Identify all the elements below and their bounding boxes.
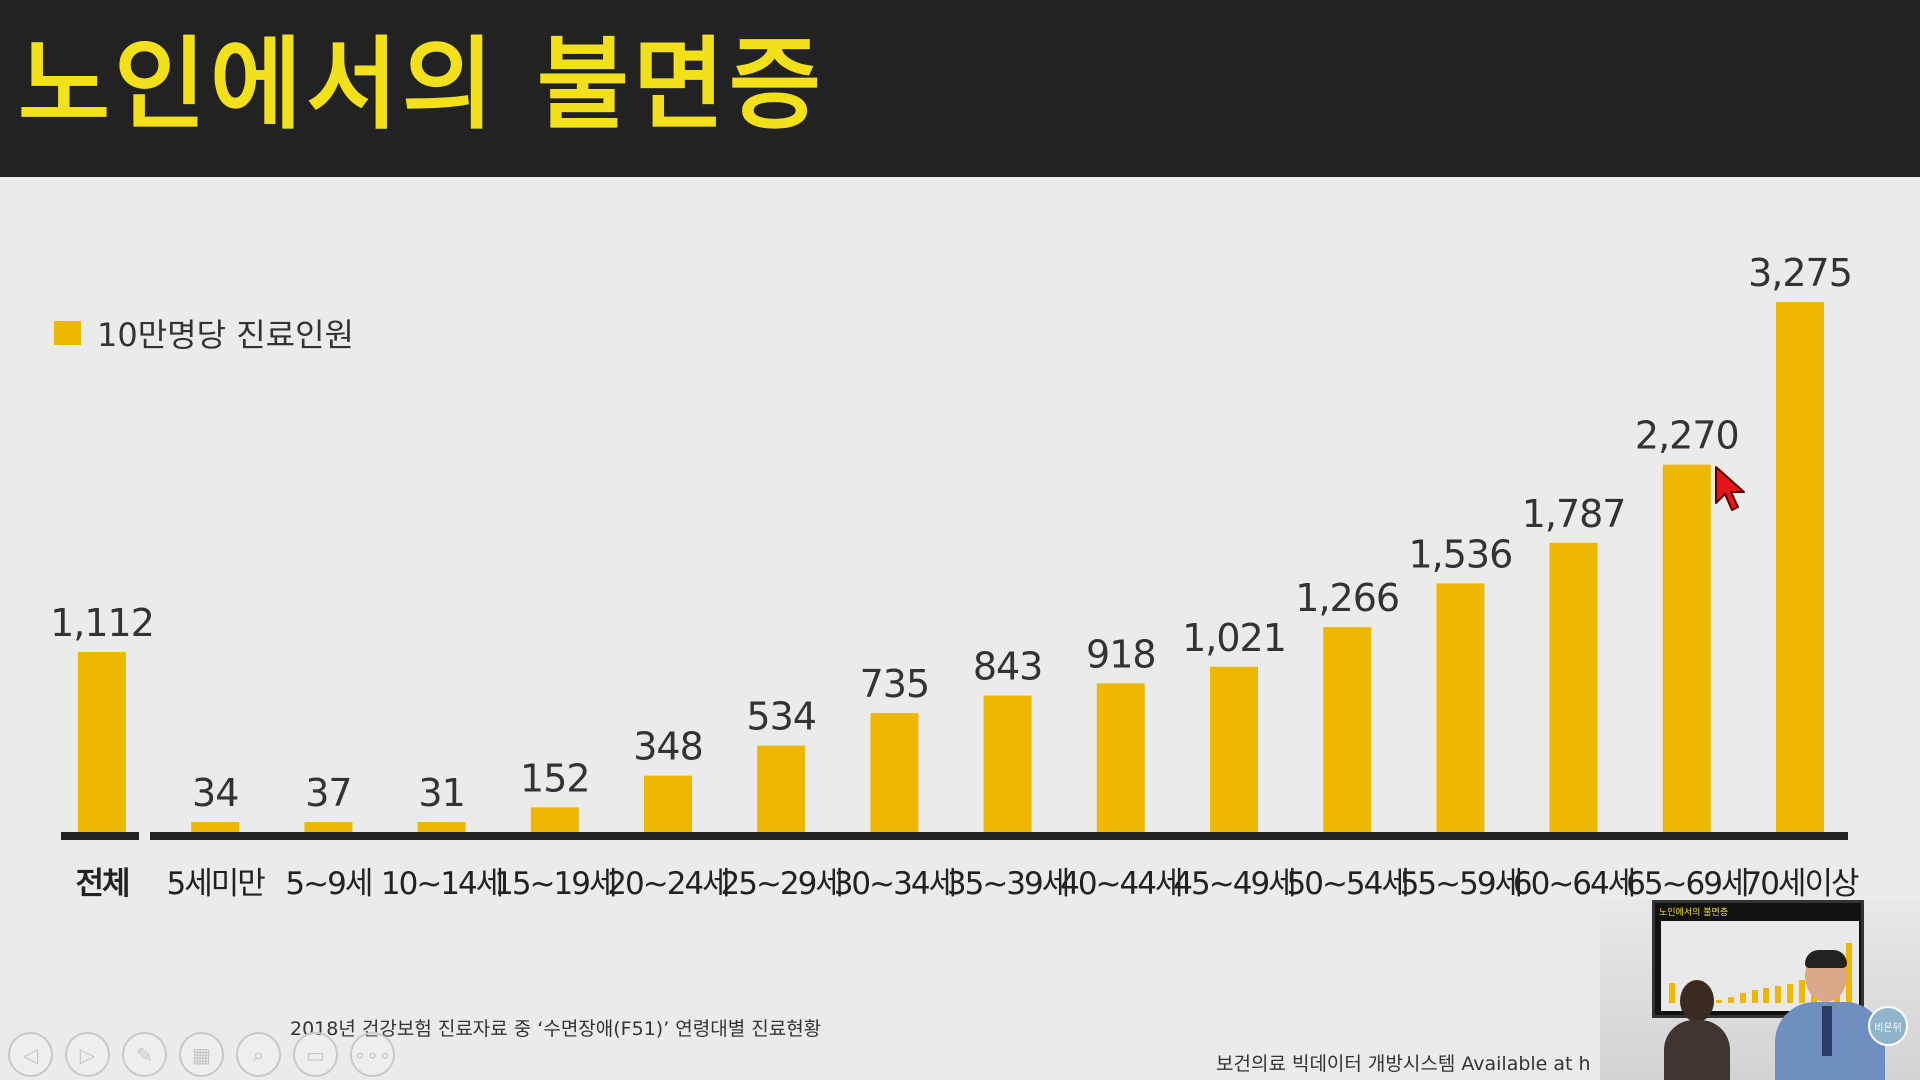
bar-8 bbox=[983, 695, 1032, 832]
data-label-4: 152 bbox=[520, 756, 590, 800]
x-axis-segment-total bbox=[61, 832, 139, 840]
data-label-8: 843 bbox=[973, 645, 1043, 689]
bar-15 bbox=[1776, 302, 1824, 832]
x-tick-label-12: 55~59세 bbox=[1400, 866, 1521, 902]
bar-12 bbox=[1436, 583, 1485, 832]
data-label-1: 34 bbox=[192, 771, 238, 815]
x-tick-label-3: 10~14세 bbox=[381, 866, 502, 902]
webcam-mini-bar bbox=[1763, 987, 1770, 1003]
legend-swatch bbox=[54, 321, 81, 345]
webcam-overlay: 노인에서의 불면증 비온뒤 bbox=[1600, 900, 1920, 1080]
x-tick-label-2: 5~9세 bbox=[285, 866, 371, 902]
x-tick-label-7: 30~34세 bbox=[834, 866, 955, 902]
x-tick-label-5: 20~24세 bbox=[607, 866, 728, 902]
footnote: 2018년 건강보험 진료자료 중 ‘수면장애(F51)’ 연령대별 진료현황 bbox=[290, 1018, 822, 1040]
bar-3 bbox=[417, 822, 466, 832]
bar-5 bbox=[644, 775, 692, 832]
bar-chart: 1,112 전체 34 5세미만 37 5~9세 31 10~14세 152 15~19세 348 2… bbox=[50, 251, 1861, 902]
x-tick-label-15: 70세이상 bbox=[1742, 866, 1858, 902]
channel-logo-text: 비온뒤 bbox=[1874, 1022, 1902, 1034]
bar-4 bbox=[530, 807, 579, 832]
webcam-mini-bar bbox=[1846, 943, 1852, 1003]
data-label-10: 1,021 bbox=[1182, 616, 1286, 660]
player-controls: ◁ ▷ ✎ ▦ ⌕ ▭ ∘∘∘ bbox=[8, 1032, 395, 1077]
bar-11 bbox=[1323, 627, 1372, 832]
data-label-13: 1,787 bbox=[1522, 492, 1626, 536]
data-label-15: 3,275 bbox=[1748, 251, 1852, 295]
title-bar: 노인에서의 불면증 bbox=[0, 0, 1920, 177]
data-label-9: 918 bbox=[1086, 632, 1156, 676]
presenter-man-tie bbox=[1822, 1006, 1832, 1056]
presenter-woman bbox=[1660, 980, 1730, 1080]
bar-13 bbox=[1549, 542, 1598, 832]
data-label-5: 348 bbox=[633, 725, 703, 769]
data-label-12: 1,536 bbox=[1409, 532, 1513, 576]
legend-label: 10만명당 진료인원 bbox=[97, 316, 354, 354]
x-tick-label-14: 65~69세 bbox=[1626, 866, 1747, 902]
prev-icon[interactable]: ◁ bbox=[8, 1032, 53, 1077]
next-icon[interactable]: ▷ bbox=[65, 1032, 110, 1077]
x-tick-label-1: 5세미만 bbox=[167, 866, 266, 902]
mouse-cursor-icon bbox=[1715, 466, 1745, 511]
bar-10 bbox=[1210, 666, 1258, 832]
bar-14 bbox=[1662, 464, 1711, 832]
slides-icon[interactable]: ▦ bbox=[179, 1032, 224, 1077]
presenter-woman-head bbox=[1680, 980, 1714, 1022]
webcam-screen-title: 노인에서의 불면증 bbox=[1659, 908, 1729, 918]
zoom-icon[interactable]: ⌕ bbox=[236, 1032, 281, 1077]
presenter-man bbox=[1770, 950, 1890, 1080]
page-title: 노인에서의 불면증 bbox=[18, 26, 825, 143]
bar-2 bbox=[304, 822, 353, 832]
data-label-14: 2,270 bbox=[1635, 414, 1739, 458]
pen-icon[interactable]: ✎ bbox=[122, 1032, 167, 1077]
channel-logo: 비온뒤 bbox=[1868, 1006, 1908, 1046]
bar-1 bbox=[191, 822, 240, 832]
x-tick-label-9: 40~44세 bbox=[1060, 866, 1181, 902]
bar-6 bbox=[757, 745, 806, 832]
x-tick-label-10: 45~49세 bbox=[1173, 866, 1294, 902]
x-tick-label-8: 35~39세 bbox=[947, 866, 1068, 902]
chart-legend: 10만명당 진료인원 bbox=[54, 310, 354, 356]
presenter-woman-body bbox=[1664, 1020, 1730, 1080]
webcam-mini-bar bbox=[1798, 979, 1805, 1003]
data-label-2: 37 bbox=[305, 771, 351, 815]
x-tick-label-4: 15~19세 bbox=[494, 866, 615, 902]
x-tick-label-6: 25~29세 bbox=[721, 866, 842, 902]
more-icon[interactable]: ∘∘∘ bbox=[350, 1032, 395, 1077]
x-tick-label-11: 50~54세 bbox=[1287, 866, 1408, 902]
bar-0 bbox=[78, 652, 126, 832]
webcam-mini-bar bbox=[1669, 982, 1675, 1003]
webcam-mini-bar bbox=[1716, 1000, 1723, 1003]
subtitle-icon[interactable]: ▭ bbox=[293, 1032, 338, 1077]
data-label-3: 31 bbox=[418, 771, 464, 815]
bar-7 bbox=[870, 713, 919, 832]
webcam-mini-bar bbox=[1751, 989, 1758, 1003]
webcam-mini-bar bbox=[1739, 993, 1746, 1003]
data-label-6: 534 bbox=[746, 695, 816, 739]
webcam-mini-bar bbox=[1775, 986, 1782, 1003]
webcam-mini-bar bbox=[1728, 996, 1734, 1003]
x-axis-line bbox=[150, 832, 1848, 840]
source-citation: 보건의료 빅데이터 개방시스템 Available at h bbox=[1216, 1053, 1591, 1075]
x-tick-label-0: 전체 bbox=[75, 866, 128, 902]
data-label-11: 1,266 bbox=[1295, 576, 1399, 620]
data-label-7: 735 bbox=[860, 662, 930, 706]
presenter-man-hair bbox=[1805, 950, 1847, 968]
webcam-mini-bar bbox=[1787, 984, 1793, 1003]
bar-9 bbox=[1096, 683, 1145, 832]
data-label-0: 1,112 bbox=[50, 601, 154, 645]
x-tick-label-13: 60~64세 bbox=[1513, 866, 1634, 902]
